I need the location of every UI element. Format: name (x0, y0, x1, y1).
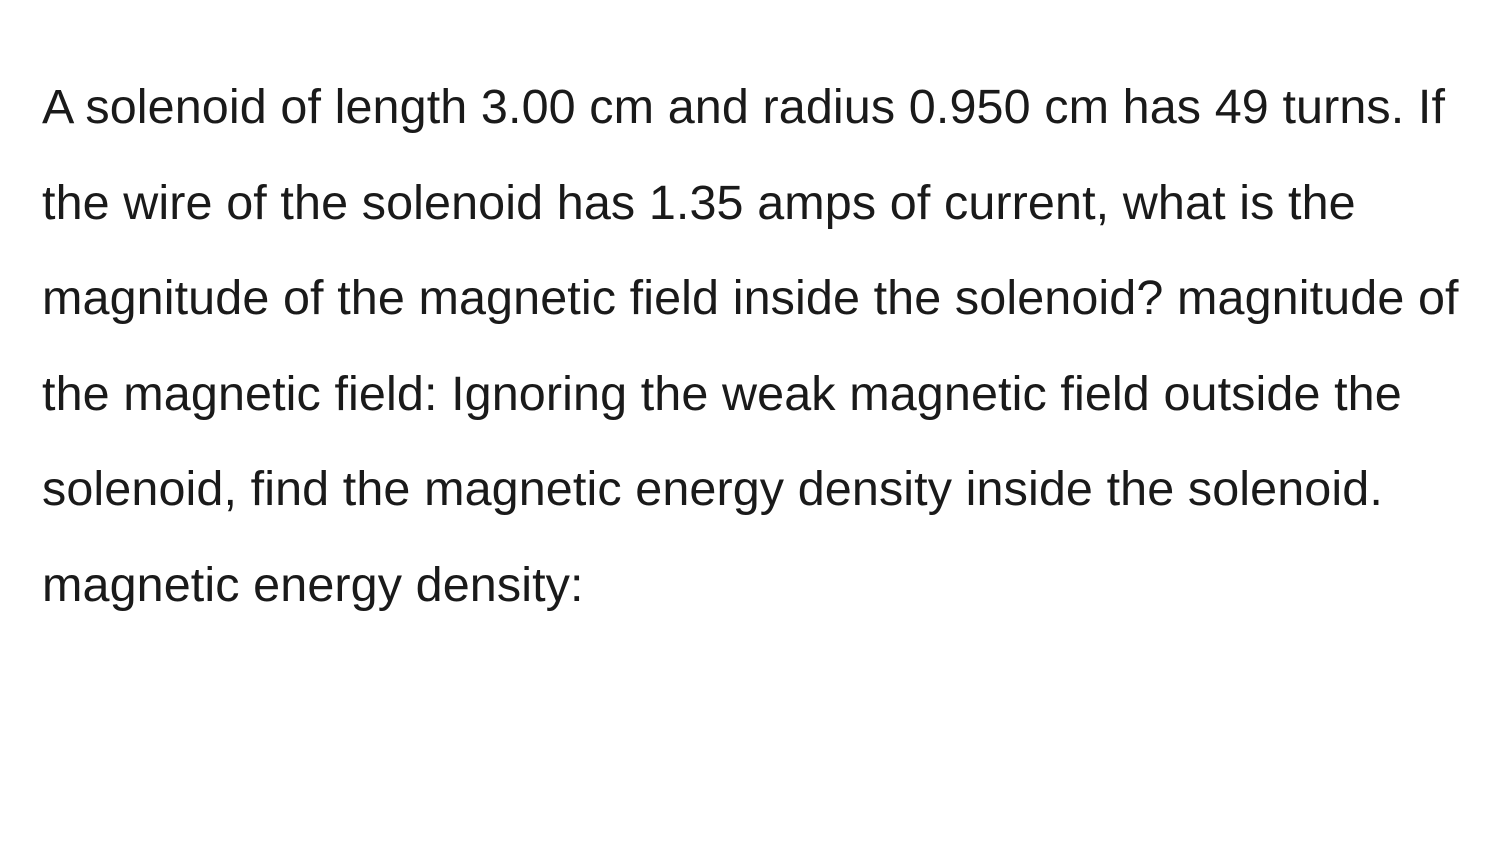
problem-text: A solenoid of length 3.00 cm and radius … (42, 60, 1462, 633)
page: A solenoid of length 3.00 cm and radius … (0, 0, 1500, 864)
